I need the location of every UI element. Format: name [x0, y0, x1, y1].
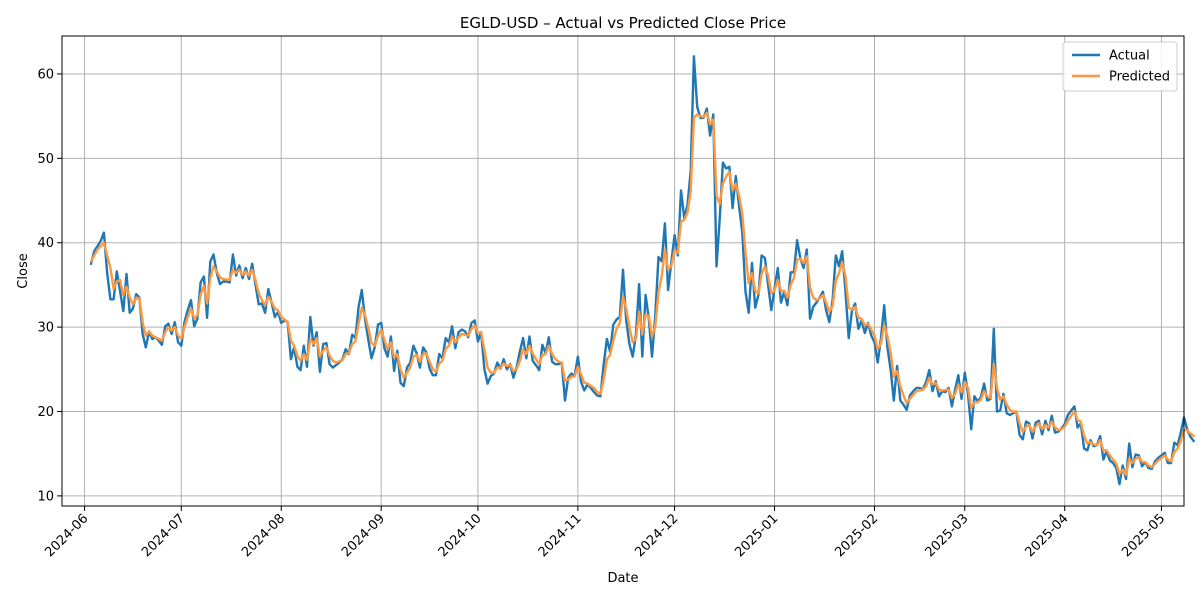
- chart-title: EGLD-USD – Actual vs Predicted Close Pri…: [460, 14, 786, 32]
- plot-area-frame: [61, 35, 1185, 507]
- y-tick-label: 10: [37, 489, 54, 504]
- legend-label-actual: Actual: [1109, 49, 1150, 64]
- series-predicted-line: [89, 111, 1195, 476]
- y-tick-label: 20: [37, 405, 54, 420]
- series-actual-line: [89, 55, 1195, 486]
- series-lines: [89, 55, 1195, 486]
- y-tick-label: 50: [37, 152, 54, 167]
- y-tick-label: 30: [37, 321, 54, 336]
- y-axis: 10 20 30 40 50 60: [37, 67, 62, 504]
- x-axis-label: Date: [607, 571, 638, 586]
- legend: Actual Predicted: [1062, 41, 1178, 92]
- y-axis-label: Close: [16, 253, 31, 288]
- legend-label-predicted: Predicted: [1109, 70, 1170, 85]
- y-tick-label: 40: [37, 236, 54, 251]
- y-tick-label: 60: [37, 67, 54, 82]
